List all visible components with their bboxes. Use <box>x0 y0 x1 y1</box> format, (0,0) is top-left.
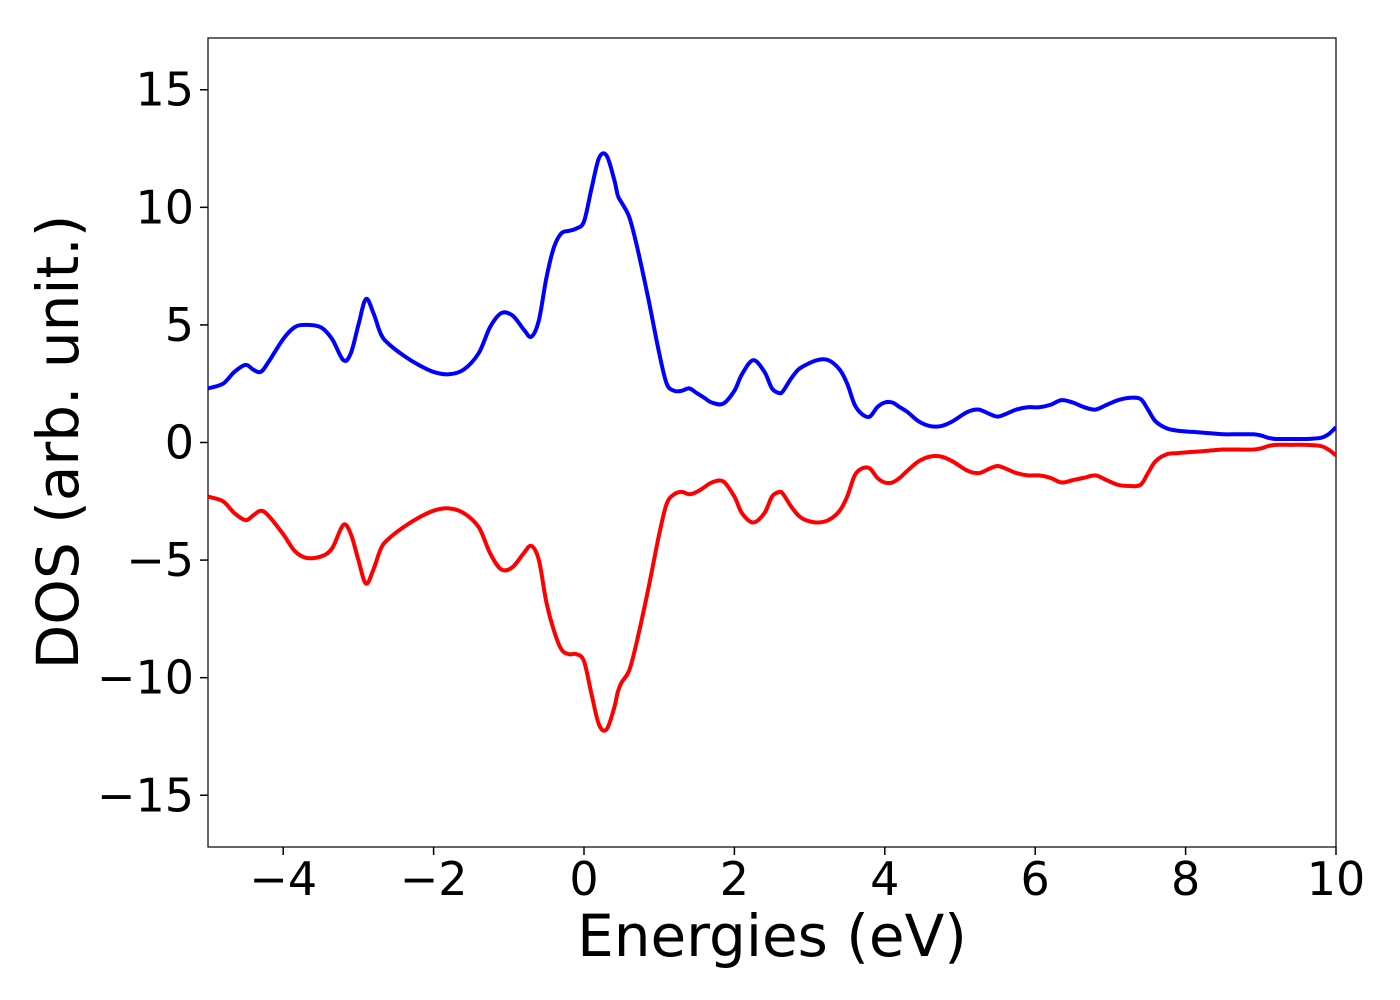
x-tick-label: 6 <box>1021 852 1050 906</box>
y-tick-label: −15 <box>97 768 194 822</box>
series-layer <box>208 151 1336 733</box>
y-tick-label: −10 <box>97 651 194 705</box>
y-tick-label: 0 <box>165 416 194 470</box>
y-axis-ticks: −15 −10 −5 0 5 10 15 <box>97 63 208 822</box>
x-axis-label: Energies (eV) <box>577 902 967 970</box>
x-tick-label: 10 <box>1307 852 1366 906</box>
y-tick-label: 10 <box>135 180 194 234</box>
x-tick-label: 2 <box>720 852 749 906</box>
x-tick-label: 4 <box>870 852 899 906</box>
x-tick-label: −2 <box>400 852 468 906</box>
y-tick-label: 15 <box>135 63 194 117</box>
x-tick-label: −4 <box>249 852 317 906</box>
plot-frame <box>207 37 1337 848</box>
y-axis-label: DOS (arb. unit.) <box>24 215 92 670</box>
y-tick-label: 5 <box>165 298 194 352</box>
y-tick-label: −5 <box>126 533 194 587</box>
dos-up-line <box>208 151 1336 442</box>
x-tick-label: 8 <box>1171 852 1200 906</box>
dos-down-line <box>208 442 1336 733</box>
x-axis-ticks: −4 −2 0 2 4 6 8 10 <box>249 847 1365 906</box>
x-tick-label: 0 <box>569 852 598 906</box>
